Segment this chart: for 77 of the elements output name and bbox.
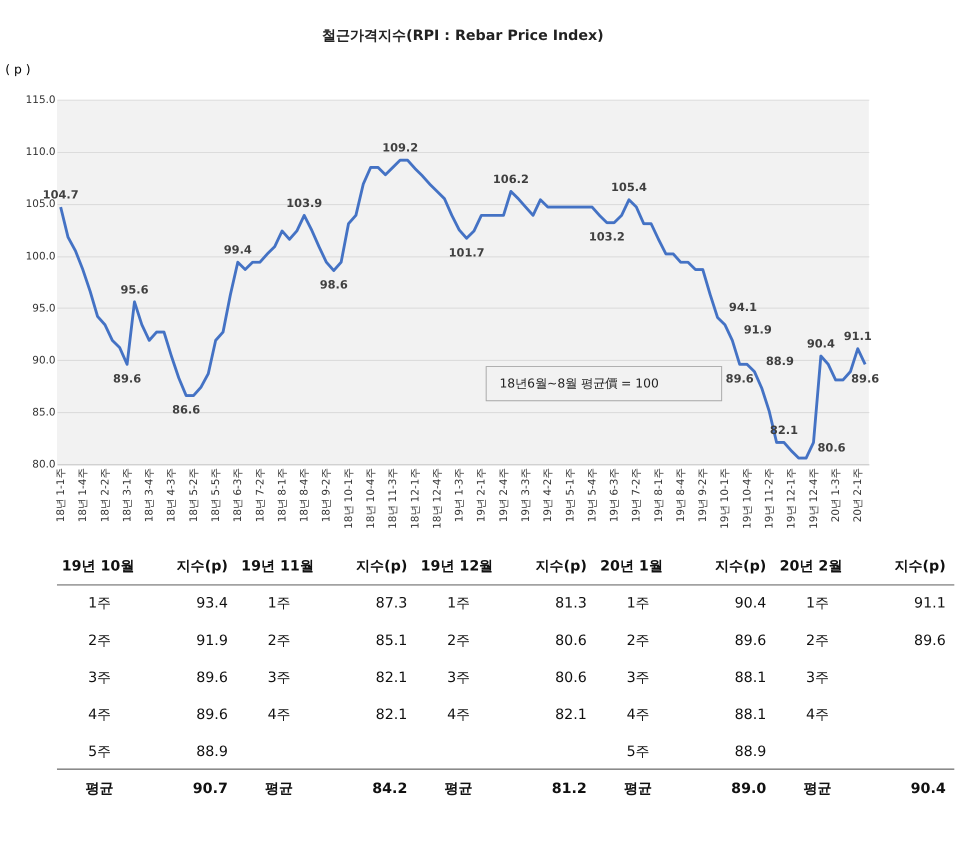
x-tick-label: 18년 3-4주 (144, 468, 156, 522)
text: 19년 12월 1주 2주 3주 4주 평균 (420, 558, 494, 797)
data-label: 101.7 (448, 245, 485, 260)
x-tick-label: 19년 12-4주 (808, 468, 820, 529)
data-label: 103.2 (588, 230, 625, 244)
x-tick-label: 18년 3-1주 (121, 468, 134, 522)
data-label: 86.6 (172, 402, 200, 417)
x-tick-label: 19년 5-1주 (564, 468, 576, 522)
x-tick-label: 18년 12-1주 (409, 468, 422, 529)
x-tick-label: 19년 12-1주 (786, 468, 798, 529)
text: 지수(p) 87.3 85.1 82.1 82.1 84.2 (356, 558, 408, 797)
data-label: 106.2 (492, 172, 529, 186)
data-label: 94.1 (728, 300, 758, 314)
x-tick-label: 18년 6-3주 (232, 468, 244, 522)
x-tick-label: 19년 11-2주 (764, 468, 776, 529)
data-label: 91.9 (744, 322, 772, 337)
x-tick-label: 18년 5-2주 (188, 468, 200, 522)
chart-title: 철근가격지수(RPI : Rebar Price Index) (322, 28, 604, 44)
x-tick-label: 18년 7-2주 (254, 468, 266, 522)
data-label: 89.6 (113, 371, 142, 386)
text: 지수(p) 93.4 91.9 89.6 89.6 88.9 90.7 (176, 558, 228, 797)
x-tick-label: 19년 2-4주 (498, 468, 510, 522)
x-tick-label: 18년 12-4주 (431, 468, 444, 529)
x-tick-label: 18년 1-1주 (54, 468, 67, 522)
x-tick-label: 18년 4-3주 (166, 468, 178, 522)
data-label: 89.6 (851, 371, 880, 386)
x-tick-label: 18년 8-4주 (298, 468, 311, 522)
x-tick-label: 18년 9-2주 (320, 468, 333, 522)
x-tick-label: 18년 11-3주 (387, 468, 400, 529)
y-tick-label: 110.0 (26, 146, 56, 158)
data-label: 98.6 (320, 278, 348, 292)
text: 지수(p) 81.3 80.6 80.6 82.1 81.2 (536, 558, 587, 797)
x-tick-label: 19년 10-4주 (741, 468, 754, 529)
x-tick-label: 18년 10-4주 (364, 468, 377, 529)
x-tick-label: 18년 10-1주 (342, 468, 355, 529)
x-tick-label: 18년 2-2주 (99, 468, 112, 522)
data-label: 105.4 (610, 180, 648, 194)
y-tick-label: 85.0 (32, 406, 56, 419)
data-label: 80.6 (818, 440, 846, 454)
x-tick-label: 20년 1-3주 (830, 468, 842, 522)
x-tick-label: 18년 8-1주 (276, 468, 288, 522)
text: 20년 1월 1주 2주 3주 4주 5주 평균 (600, 558, 663, 797)
x-tick-label: 20년 2-1주 (852, 468, 864, 522)
y-tick-label: 105.0 (26, 198, 56, 210)
data-label: 88.9 (766, 354, 794, 368)
text: 지수(p) 91.1 89.6 90.4 (894, 558, 946, 797)
x-tick-label: 19년 4-2주 (542, 468, 554, 522)
x-tick-label: 19년 6-3주 (608, 468, 621, 522)
x-tick-label: 19년 8-4주 (674, 468, 687, 522)
text: 20년 2월 1주 2주 3주 4주 평균 (780, 558, 842, 797)
y-tick-label: 90.0 (32, 354, 56, 366)
x-tick-label: 19년 10-1주 (719, 468, 732, 529)
x-tick-label: 19년 7-2주 (630, 468, 643, 522)
data-label: 91.1 (844, 329, 872, 344)
y-axis-title: ( p ) (5, 62, 31, 77)
x-tick-label: 19년 5-4주 (586, 468, 598, 522)
text: 19년 11월 1주 2주 3주 4주 평균 (241, 558, 314, 797)
x-tick-label: 18년 5-5주 (210, 468, 222, 522)
data-label: 109.2 (382, 140, 418, 155)
data-label: 95.6 (120, 282, 149, 296)
data-label: 90.4 (806, 336, 835, 350)
x-tick-label: 19년 8-1주 (652, 468, 665, 522)
x-tick-label: 19년 3-3주 (520, 468, 532, 522)
y-tick-label: 100.0 (26, 250, 56, 262)
data-label: 103.9 (286, 196, 322, 210)
text: 지수(p) 90.4 89.6 88.1 88.1 88.9 89.0 (715, 558, 766, 797)
x-tick-label: 19년 1-3주 (454, 468, 466, 522)
annotation: 18년6월~8월 평균價 = 100 (499, 376, 659, 390)
data-label: 99.4 (224, 242, 252, 257)
y-tick-label: 95.0 (32, 302, 56, 314)
y-tick-label: 80.0 (32, 458, 56, 471)
data-label: 89.6 (726, 371, 754, 386)
x-tick-label: 18년 1-4주 (77, 468, 90, 522)
y-tick-label: 115.0 (26, 94, 56, 106)
text: 19년 10월 1주 2주 3주 4주 5주 평균 (62, 558, 134, 797)
x-tick-label: 19년 2-1주 (476, 468, 488, 522)
x-tick-label: 19년 9-2주 (697, 468, 710, 522)
